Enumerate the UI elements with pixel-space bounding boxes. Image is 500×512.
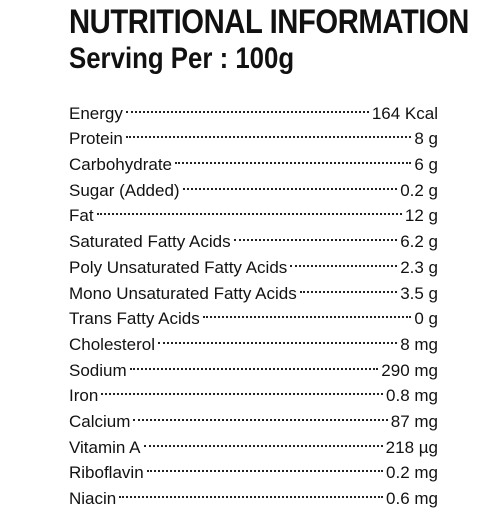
nutrient-name: Cholesterol (69, 334, 155, 354)
serving-size: Serving Per : 100g (69, 42, 295, 75)
dot-leader (175, 144, 412, 170)
nutrient-value: 0.2 mg (386, 463, 438, 483)
nutrient-row-protein: Protein 8 g (69, 119, 438, 148)
nutrient-row-fat: Fat 12 g (69, 196, 438, 225)
nutrient-name: Protein (69, 129, 123, 149)
nutrition-panel: NUTRITIONAL INFORMATION Serving Per : 10… (69, 3, 469, 508)
nutrient-value: 0.6 mg (386, 489, 438, 508)
nutrient-name: Sodium (69, 360, 127, 380)
dot-leader (96, 196, 402, 222)
nutrient-row-calcium: Calcium 87 mg (69, 401, 438, 431)
dot-leader (133, 401, 388, 427)
nutrient-name: Trans Fatty Acids (69, 309, 200, 329)
nutrient-row-sodium: Sodium 290 mg (69, 350, 438, 380)
nutrient-row-cholesterol: Cholesterol 8 mg (69, 324, 438, 354)
nutrient-name: Niacin (69, 489, 117, 508)
nutrient-row-riboflavin: Riboflavin 0.2 mg (69, 453, 438, 482)
nutrient-value: 0 g (414, 309, 438, 329)
dot-leader (119, 478, 383, 504)
dot-leader (202, 299, 412, 325)
nutrient-value: 290 mg (381, 360, 438, 380)
nutrient-row-trans-fat: Trans Fatty Acids 0 g (69, 299, 438, 328)
dot-leader (233, 221, 398, 247)
nutrient-row-iron: Iron 0.8 mg (69, 376, 438, 405)
nutrient-value: 6 g (414, 155, 438, 175)
nutrient-row-saturated-fat: Saturated Fatty Acids 6.2 g (69, 221, 438, 251)
nutrient-row-niacin: Niacin 0.6 mg (69, 478, 438, 508)
nutrient-row-mono-unsaturated-fat: Mono Unsaturated Fatty Acids 3.5 g (69, 273, 438, 303)
nutrient-row-sugar: Sugar (Added) 0.2 g (69, 170, 438, 200)
nutrient-name: Vitamin A (69, 437, 141, 457)
nutrient-name: Energy (69, 103, 123, 123)
nutrient-value: 6.2 g (400, 232, 438, 252)
dot-leader (125, 93, 369, 119)
nutrient-value: 8 g (414, 129, 438, 149)
dot-leader (146, 453, 384, 479)
nutrient-list: Energy 164 Kcal Protein 8 g Carbohydrate… (69, 93, 438, 508)
nutrient-value: 0.8 mg (386, 386, 438, 406)
nutrient-value: 87 mg (390, 411, 438, 431)
nutrient-name: Sugar (Added) (69, 180, 180, 200)
nutrient-row-poly-unsaturated-fat: Poly Unsaturated Fatty Acids 2.3 g (69, 247, 438, 277)
nutrient-value: 164 Kcal (371, 103, 438, 123)
nutrient-row-energy: Energy 164 Kcal (69, 93, 438, 123)
nutrient-name: Fat (69, 206, 94, 226)
nutrient-row-vitamin-a: Vitamin A 218 µg (69, 427, 438, 457)
dot-leader (290, 247, 398, 273)
page-title: NUTRITIONAL INFORMATION (69, 3, 469, 41)
dot-leader (182, 170, 398, 196)
dot-leader (129, 350, 379, 376)
dot-leader (125, 119, 412, 145)
nutrient-value: 0.2 g (400, 180, 438, 200)
dot-leader (158, 324, 398, 350)
nutrient-name: Saturated Fatty Acids (69, 232, 231, 252)
nutrient-name: Carbohydrate (69, 155, 173, 175)
nutrient-value: 8 mg (400, 334, 438, 354)
nutrient-value: 218 µg (385, 437, 438, 457)
nutrient-value: 3.5 g (400, 283, 438, 303)
nutrient-value: 12 g (404, 206, 438, 226)
dot-leader (101, 376, 383, 402)
nutrient-name: Poly Unsaturated Fatty Acids (69, 257, 288, 277)
nutrient-row-carbohydrate: Carbohydrate 6 g (69, 144, 438, 174)
nutrient-name: Calcium (69, 411, 131, 431)
nutrient-name: Mono Unsaturated Fatty Acids (69, 283, 297, 303)
nutrient-value: 2.3 g (400, 257, 438, 277)
dot-leader (299, 273, 398, 299)
dot-leader (143, 427, 383, 453)
nutrient-name: Iron (69, 386, 99, 406)
nutrient-name: Riboflavin (69, 463, 144, 483)
